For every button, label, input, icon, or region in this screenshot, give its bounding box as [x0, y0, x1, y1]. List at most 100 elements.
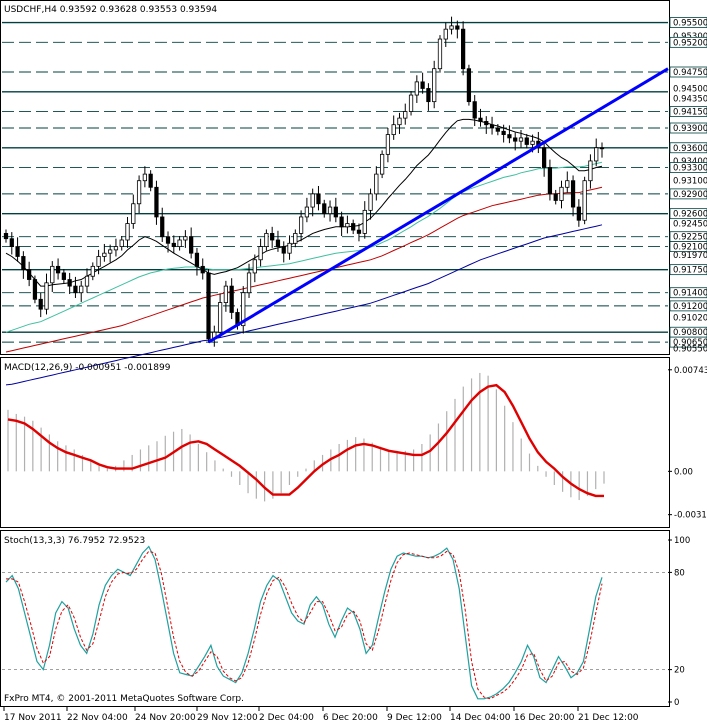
candle-body: [217, 302, 223, 333]
candle-body: [183, 236, 188, 241]
moving-average-ma_black: [5, 118, 603, 287]
price-tick-box: [669, 241, 707, 252]
price-tick-label: 0.95300: [673, 32, 707, 42]
candle-body: [32, 279, 38, 300]
candle-body: [599, 147, 605, 150]
candle-body: [171, 242, 176, 247]
moving-average-ma_blue: [5, 224, 603, 386]
macd-panel-frame: [0, 357, 670, 528]
price-tick-box: [669, 17, 707, 28]
candle-body: [368, 193, 373, 211]
macd-signal-line: [7, 383, 604, 498]
price-tick-label: 0.93300: [673, 164, 707, 174]
price-tick-box: [669, 122, 707, 134]
candle-body: [379, 153, 385, 175]
moving-average-ma_green: [5, 161, 603, 333]
candle-body: [501, 130, 506, 135]
price-tick-label: 0.91970: [673, 251, 707, 261]
candle-body: [547, 167, 553, 195]
price-tick-label: 0.95200: [673, 38, 707, 48]
candle-body: [3, 233, 9, 240]
candle-body: [113, 246, 119, 251]
stoch-title: Stoch(13,3,3) 76.7952 72.9523: [4, 536, 145, 546]
candles: [3, 16, 605, 347]
candle-body: [356, 229, 362, 234]
price-tick-label: 0.94150: [673, 108, 707, 118]
candle-body: [507, 134, 512, 139]
candle-body: [472, 101, 477, 119]
time-tick-label: 22 Nov 04:00: [67, 713, 128, 723]
candle-body: [275, 239, 281, 247]
stoch-panel-frame: [0, 530, 670, 707]
candle-body: [27, 269, 32, 280]
candle-body: [588, 160, 593, 182]
candle-body: [570, 180, 576, 208]
price-tick-label: 0.90800: [673, 328, 707, 338]
price-tick-label: 0.94500: [673, 84, 707, 94]
candle-body: [131, 203, 136, 224]
price-tick-label: 0.93400: [673, 157, 707, 167]
candle-body: [449, 25, 454, 30]
candle-body: [565, 180, 570, 188]
price-levels: [2, 21, 668, 343]
stoch-tick-label: 0: [674, 698, 679, 708]
candle-body: [339, 216, 344, 228]
candle-body: [38, 298, 43, 310]
time-tick-label: 24 Nov 20:00: [135, 713, 196, 723]
candle-body: [518, 137, 524, 142]
candle-body: [576, 206, 581, 221]
candle-body: [287, 242, 292, 254]
stoch-tick-label: 20: [674, 666, 685, 676]
candle-body: [489, 124, 495, 129]
candle-body: [478, 117, 483, 122]
price-tick-box: [669, 162, 707, 173]
candle-body: [414, 81, 419, 96]
candle-body: [142, 173, 147, 182]
candle-body: [385, 134, 391, 155]
price-tick-box: [669, 36, 707, 48]
candle-body: [351, 223, 356, 231]
candle-body: [420, 81, 425, 89]
time-tick-label: 14 Dec 04:00: [450, 713, 511, 723]
candle-body: [530, 140, 535, 145]
candle-body: [293, 233, 298, 244]
macd-histogram: [7, 372, 605, 502]
candle-body: [495, 127, 500, 132]
chart-symbol-header: USDCHF,H4 0.93592 0.93628 0.93553 0.9359…: [4, 5, 217, 15]
candle-body: [67, 279, 72, 287]
candle-body: [403, 111, 408, 119]
price-panel-frame: [0, 0, 670, 355]
candle-body: [50, 265, 55, 284]
time-tick-label: 29 Nov 12:00: [197, 713, 258, 723]
candle-body: [264, 233, 269, 247]
candle-body: [229, 285, 234, 313]
candle-body: [160, 216, 165, 238]
stoch-main-line: [5, 545, 603, 700]
candle-body: [241, 292, 246, 327]
candle-body: [200, 265, 205, 274]
candle-body: [90, 265, 95, 277]
trendline[interactable]: [207, 67, 669, 344]
copyright-footer: FxPro MT4, © 2001-2011 MetaQuotes Softwa…: [4, 694, 244, 704]
candle-body: [102, 252, 107, 257]
price-tick-box: [669, 300, 707, 312]
candle-body: [513, 137, 518, 142]
macd-tick-label: 0.00: [674, 467, 693, 477]
candle-body: [304, 206, 310, 218]
stoch-axis: 100 80 20 0: [668, 536, 690, 708]
candle-body: [466, 68, 472, 103]
candle-body: [44, 282, 49, 310]
candle-body: [189, 236, 194, 254]
candle-body: [461, 28, 466, 70]
price-tick-box: [669, 287, 707, 299]
price-tick-box: [669, 106, 707, 117]
price-tick-box: [669, 188, 707, 200]
time-tick-label: 16 Dec 20:00: [514, 713, 575, 723]
price-tick-label: 0.94350: [673, 94, 707, 104]
price-tick-label: 0.92600: [673, 210, 707, 220]
stoch-lines: [2, 545, 668, 700]
candle-body: [553, 193, 558, 201]
candle-body: [84, 275, 90, 287]
